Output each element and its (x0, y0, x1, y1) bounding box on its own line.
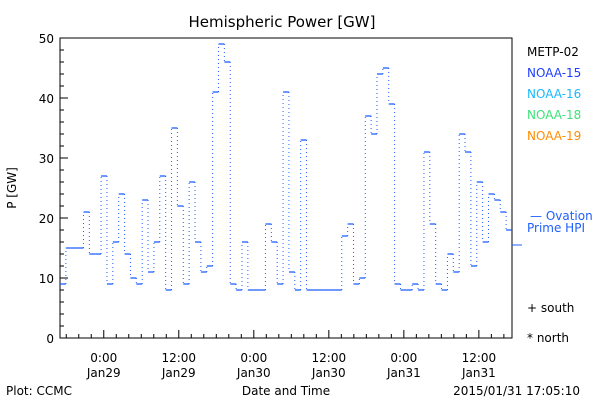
legend-noaa-19: NOAA-19 (527, 129, 581, 143)
y-tick-label: 40 (39, 92, 54, 106)
legend-noaa-16: NOAA-16 (527, 87, 581, 101)
y-axis: 0 10 20 30 40 50 (39, 32, 68, 346)
legend: METP-02 NOAA-15 NOAA-16 NOAA-18 NOAA-19 … (527, 45, 593, 345)
legend-noaa-15: NOAA-15 (527, 66, 581, 80)
chart-title: Hemispheric Power [GW] (189, 13, 376, 31)
x-tick-time: 0:00 (390, 351, 417, 365)
y-tick-label: 0 (46, 332, 54, 346)
x-tick-date: Jan30 (236, 366, 271, 380)
plot-frame (59, 37, 513, 339)
x-tick-date: Jan31 (461, 366, 496, 380)
plot-credit: Plot: CCMC (6, 384, 72, 398)
x-axis-label: Date and Time (242, 384, 330, 398)
legend-metp-02: METP-02 (527, 45, 579, 59)
legend-model-line1: — Ovation (530, 209, 593, 223)
x-tick-date: Jan29 (86, 366, 121, 380)
y-tick-label: 30 (39, 152, 54, 166)
x-tick-time: 0:00 (240, 351, 267, 365)
x-tick-time: 12:00 (312, 351, 347, 365)
legend-noaa-18: NOAA-18 (527, 108, 581, 122)
legend-model-line2: Prime HPI (527, 221, 585, 235)
y-axis-label: P [GW] (5, 167, 19, 209)
plot-timestamp: 2015/01/31 17:05:10 (453, 384, 580, 398)
y-tick-label: 50 (39, 32, 54, 46)
legend-south: + south (527, 301, 574, 315)
x-tick-time: 12:00 (161, 351, 196, 365)
series-ovation-prime-hpi (60, 43, 522, 291)
x-tick-time: 0:00 (90, 351, 117, 365)
y-tick-label: 10 (39, 272, 54, 286)
legend-north: * north (527, 331, 569, 345)
x-axis: 0:00Jan2912:00Jan290:00Jan3012:00Jan300:… (65, 330, 505, 380)
y-tick-label: 20 (39, 212, 54, 226)
x-tick-date: Jan30 (311, 366, 346, 380)
x-tick-date: Jan31 (386, 366, 421, 380)
x-tick-date: Jan29 (161, 366, 196, 380)
x-tick-time: 12:00 (462, 351, 497, 365)
